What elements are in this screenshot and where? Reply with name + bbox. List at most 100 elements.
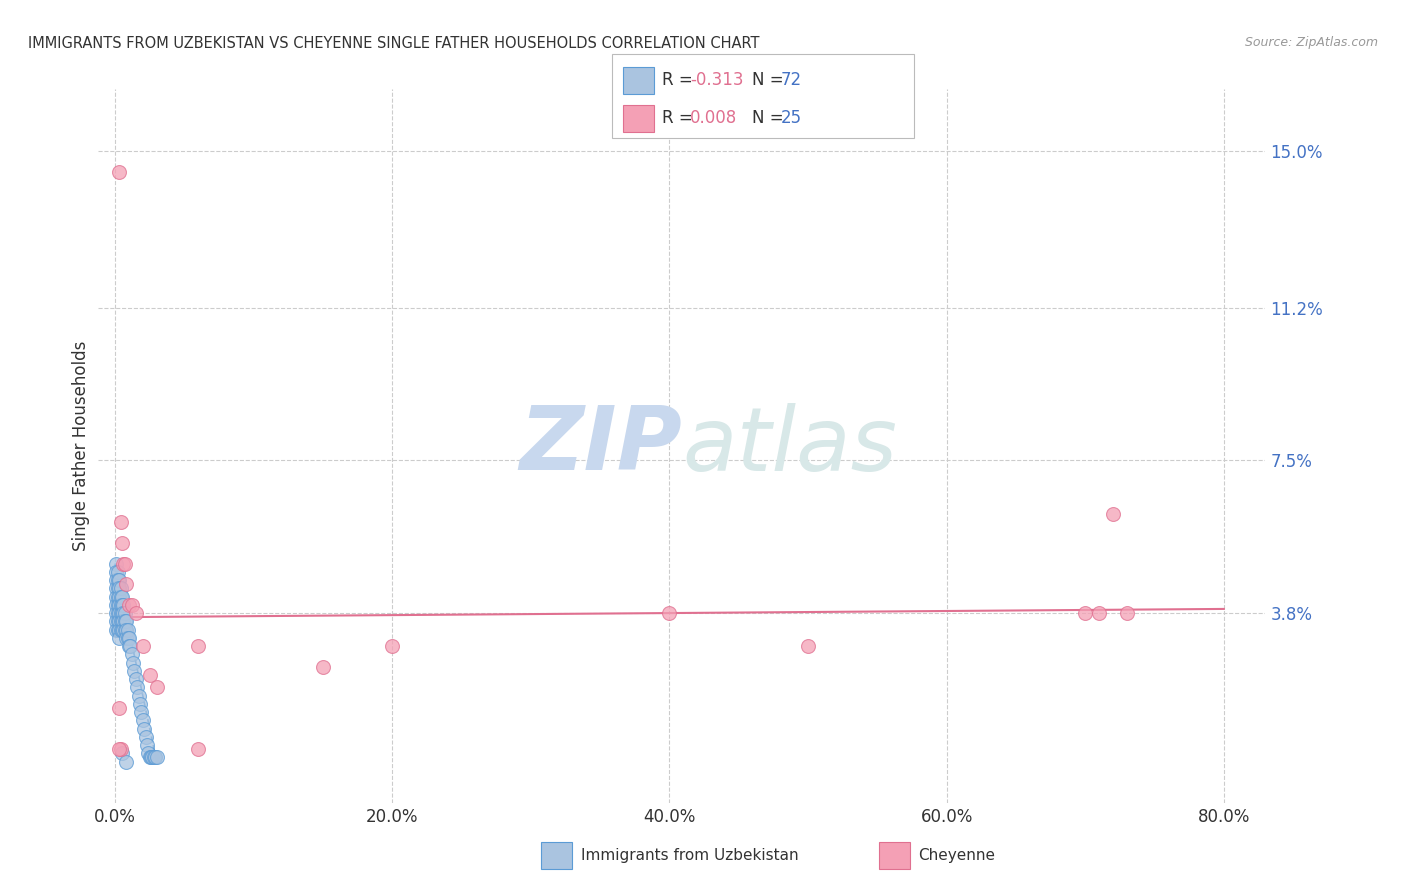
Point — [138, 668, 160, 682]
Point — [110, 590, 132, 604]
Point — [108, 623, 131, 637]
Point — [105, 615, 128, 629]
Point — [1074, 606, 1097, 620]
Text: R =: R = — [662, 109, 699, 127]
Point — [118, 598, 141, 612]
Text: ZIP: ZIP — [519, 402, 682, 490]
Point — [110, 615, 132, 629]
Point — [107, 573, 129, 587]
Point — [127, 681, 149, 695]
Point — [134, 722, 156, 736]
Point — [110, 598, 132, 612]
Point — [108, 164, 131, 178]
Point — [112, 606, 135, 620]
Point — [114, 623, 136, 637]
Text: Source: ZipAtlas.com: Source: ZipAtlas.com — [1244, 36, 1378, 49]
Point — [132, 714, 155, 728]
Point — [105, 606, 128, 620]
Text: 72: 72 — [780, 70, 801, 88]
Point — [1088, 606, 1111, 620]
Point — [135, 730, 157, 744]
Point — [136, 738, 159, 752]
Point — [187, 742, 209, 756]
Point — [111, 536, 134, 550]
Point — [1115, 606, 1137, 620]
Point — [114, 557, 136, 571]
Point — [138, 750, 160, 764]
Point — [108, 573, 131, 587]
Point — [117, 623, 139, 637]
Point — [108, 701, 131, 715]
Point — [108, 606, 131, 620]
Point — [111, 590, 134, 604]
Point — [658, 606, 681, 620]
Point — [105, 598, 128, 612]
Point — [111, 615, 134, 629]
Point — [110, 623, 132, 637]
Point — [107, 623, 129, 637]
Y-axis label: Single Father Households: Single Father Households — [72, 341, 90, 551]
Point — [125, 606, 148, 620]
Point — [136, 747, 159, 761]
Text: atlas: atlas — [682, 403, 897, 489]
Point — [797, 639, 820, 653]
Point — [105, 623, 128, 637]
Point — [110, 606, 132, 620]
Point — [110, 742, 132, 756]
Point — [1102, 507, 1125, 521]
Point — [107, 606, 129, 620]
Point — [118, 639, 141, 653]
Point — [121, 598, 143, 612]
Point — [132, 639, 155, 653]
Point — [108, 631, 131, 645]
Text: N =: N = — [752, 70, 789, 88]
Point — [112, 623, 135, 637]
Point — [120, 639, 142, 653]
Point — [107, 582, 129, 596]
Point — [105, 557, 128, 571]
Point — [312, 659, 335, 673]
Text: Cheyenne: Cheyenne — [918, 848, 995, 863]
Text: N =: N = — [752, 109, 789, 127]
Point — [129, 697, 152, 711]
Point — [118, 631, 141, 645]
Point — [115, 631, 138, 645]
Point — [111, 747, 134, 761]
Point — [115, 615, 138, 629]
Point — [381, 639, 404, 653]
Point — [114, 606, 136, 620]
Text: R =: R = — [662, 70, 699, 88]
Point — [108, 582, 131, 596]
Point — [110, 582, 132, 596]
Point — [115, 623, 138, 637]
Point — [108, 590, 131, 604]
Point — [115, 755, 138, 769]
Point — [139, 750, 162, 764]
Point — [141, 750, 163, 764]
Text: -0.313: -0.313 — [690, 70, 744, 88]
Text: Immigrants from Uzbekistan: Immigrants from Uzbekistan — [581, 848, 799, 863]
Text: 25: 25 — [780, 109, 801, 127]
Point — [121, 648, 143, 662]
Point — [142, 750, 165, 764]
Text: IMMIGRANTS FROM UZBEKISTAN VS CHEYENNE SINGLE FATHER HOUSEHOLDS CORRELATION CHAR: IMMIGRANTS FROM UZBEKISTAN VS CHEYENNE S… — [28, 36, 759, 51]
Point — [105, 573, 128, 587]
Point — [107, 565, 129, 579]
Point — [108, 742, 131, 756]
Point — [112, 598, 135, 612]
Point — [187, 639, 209, 653]
Point — [128, 689, 150, 703]
Point — [110, 516, 132, 530]
Point — [107, 598, 129, 612]
Point — [105, 582, 128, 596]
Point — [143, 750, 166, 764]
Point — [111, 598, 134, 612]
Point — [145, 750, 167, 764]
Point — [107, 615, 129, 629]
Point — [107, 590, 129, 604]
Point — [125, 672, 148, 686]
Point — [124, 664, 146, 678]
Point — [111, 606, 134, 620]
Point — [145, 681, 167, 695]
Point — [108, 598, 131, 612]
